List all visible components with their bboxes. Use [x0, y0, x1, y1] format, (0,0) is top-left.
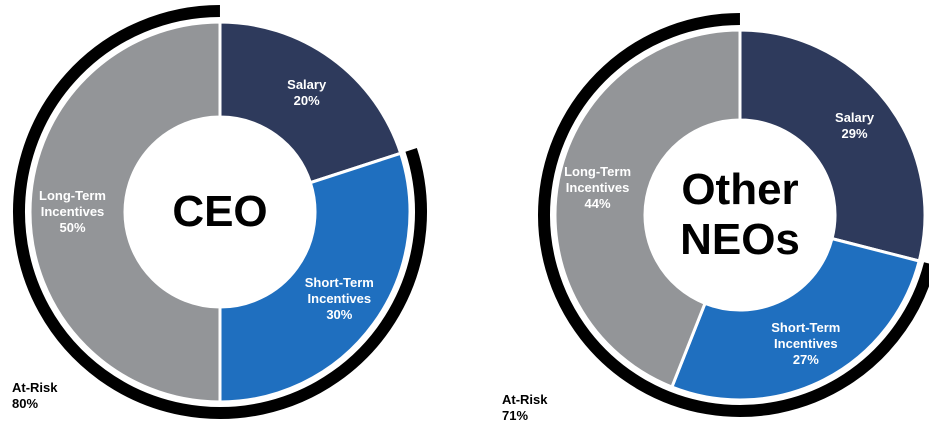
at-risk-arc: [538, 13, 929, 417]
donut-hole: [645, 120, 835, 310]
at-risk-name: At-Risk: [12, 380, 58, 395]
value-label: 29%: [841, 126, 868, 142]
value-label: 30%: [326, 306, 353, 322]
slice-label: Short-Term Incentives 27%: [751, 320, 861, 368]
category-label: Long-Term Incentives: [564, 163, 632, 195]
at-risk-value: 71%: [502, 408, 529, 423]
slice-label: Short-Term Incentives 30%: [284, 275, 394, 323]
category-label: Short-Term Incentives: [304, 274, 374, 306]
category-label: Short-Term Incentives: [771, 320, 841, 352]
at-risk-name: At-Risk: [502, 392, 548, 407]
center-title: Other NEOs: [680, 165, 800, 264]
value-label: 20%: [293, 92, 320, 108]
slice-label: Salary 29%: [800, 110, 910, 142]
value-label: 27%: [792, 352, 819, 368]
at-risk-arc: [13, 5, 427, 419]
slice-label: Long-Term Incentives 44%: [543, 164, 653, 212]
category-label: Salary: [287, 76, 327, 92]
at-risk-label: At-Risk 80%: [12, 380, 58, 412]
center-title: CEO: [172, 187, 268, 236]
at-risk-label: At-Risk 71%: [502, 392, 548, 424]
value-label: 50%: [59, 220, 86, 235]
category-label: Salary: [835, 110, 875, 126]
slice-label: Salary 20%: [252, 77, 362, 109]
slice-label: Long-Term Incentives 50%: [18, 188, 128, 236]
category-label: Long-Term Incentives: [39, 188, 106, 219]
at-risk-value: 80%: [12, 396, 39, 411]
donut-hole: [125, 117, 315, 307]
value-label: 44%: [584, 195, 611, 211]
